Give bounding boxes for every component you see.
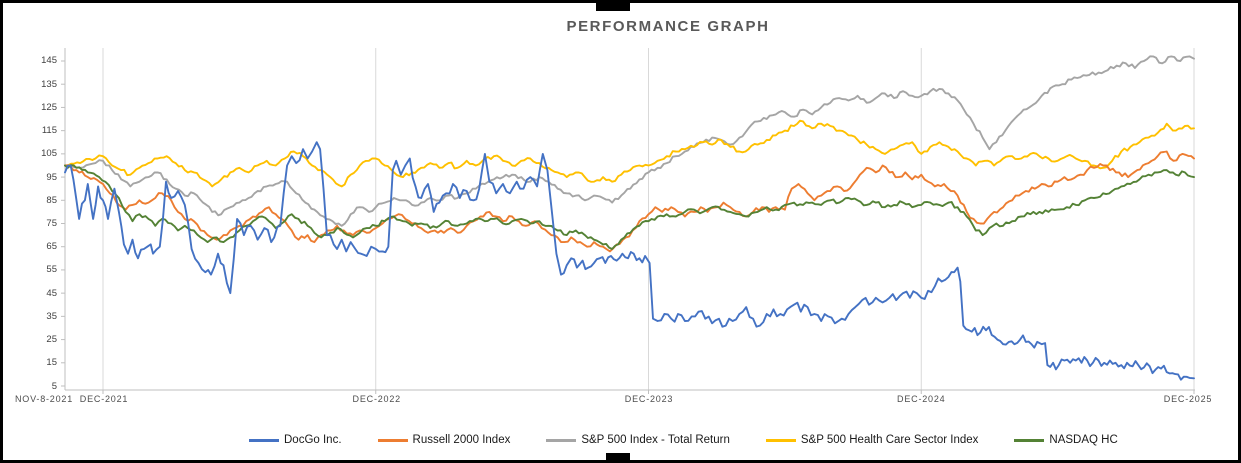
legend-item-label: S&P 500 Index - Total Return bbox=[581, 434, 730, 446]
y-axis-tick-label: 25 bbox=[46, 334, 57, 346]
legend-item-label: NASDAQ HC bbox=[1049, 434, 1118, 446]
axis-lines bbox=[61, 48, 1195, 394]
y-axis-tick-label: 55 bbox=[46, 264, 57, 276]
legend-item: S&P 500 Index - Total Return bbox=[546, 434, 730, 446]
chart-title: PERFORMANCE GRAPH bbox=[566, 18, 770, 35]
y-axis-tick-label: 75 bbox=[46, 217, 57, 229]
chart-plot-area bbox=[61, 48, 1195, 394]
y-axis-tick-label: 15 bbox=[46, 357, 57, 369]
legend-line-swatch bbox=[377, 438, 408, 442]
legend-item: Russell 2000 Index bbox=[377, 434, 511, 446]
legend-item-label: S&P 500 Health Care Sector Index bbox=[800, 434, 979, 446]
series-line-nasdaq-hc bbox=[64, 164, 1195, 250]
y-axis-tick-label: 145 bbox=[41, 55, 57, 67]
frame-top-tab bbox=[596, 3, 630, 11]
series-line-s-p-500-health-care-sector-index bbox=[64, 119, 1195, 188]
series-lines bbox=[64, 55, 1195, 381]
y-axis-tick-label: 105 bbox=[41, 148, 57, 160]
legend-line-swatch bbox=[546, 438, 577, 442]
x-axis-tick-label: DEC-2023 bbox=[624, 394, 674, 404]
y-axis-tick-label: 5 bbox=[51, 380, 57, 392]
vertical-gridlines bbox=[102, 48, 1195, 390]
legend-line-swatch bbox=[1014, 438, 1045, 442]
legend-line-swatch bbox=[249, 438, 279, 442]
legend-item: NASDAQ HC bbox=[1014, 434, 1118, 446]
legend-item: S&P 500 Health Care Sector Index bbox=[765, 434, 979, 446]
x-axis-tick-label: DEC-2021 bbox=[79, 394, 129, 404]
legend-item-label: DocGo Inc. bbox=[284, 434, 342, 446]
x-axis-tick-label: NOV-8-2021 bbox=[14, 394, 74, 404]
y-axis-tick-label: 115 bbox=[41, 125, 57, 137]
chart-legend: DocGo Inc. Russell 2000 Index S&P 500 Inde… bbox=[249, 434, 1118, 446]
y-axis-tick-label: 45 bbox=[46, 287, 57, 299]
y-axis-tick-label: 65 bbox=[46, 241, 57, 253]
y-axis-tick-label: 85 bbox=[46, 194, 57, 206]
y-axis-tick-label: 35 bbox=[46, 310, 57, 322]
y-axis-tick-label: 135 bbox=[41, 78, 57, 90]
series-line-docgo-inc bbox=[64, 141, 1195, 381]
legend-item: DocGo Inc. bbox=[249, 434, 342, 446]
y-axis-tick-label: 125 bbox=[41, 101, 57, 113]
x-axis-tick-label: DEC-2024 bbox=[897, 394, 946, 404]
legend-item-label: Russell 2000 Index bbox=[412, 434, 511, 446]
series-line-s-p-500-index-total-return bbox=[64, 55, 1195, 227]
x-axis-tick-label: DEC-2022 bbox=[352, 394, 401, 404]
legend-line-swatch bbox=[765, 438, 796, 442]
y-axis-tick-label: 95 bbox=[46, 171, 57, 183]
frame-bottom-tab bbox=[606, 453, 630, 460]
x-axis-tick-label: DEC-2025 bbox=[1163, 394, 1213, 404]
